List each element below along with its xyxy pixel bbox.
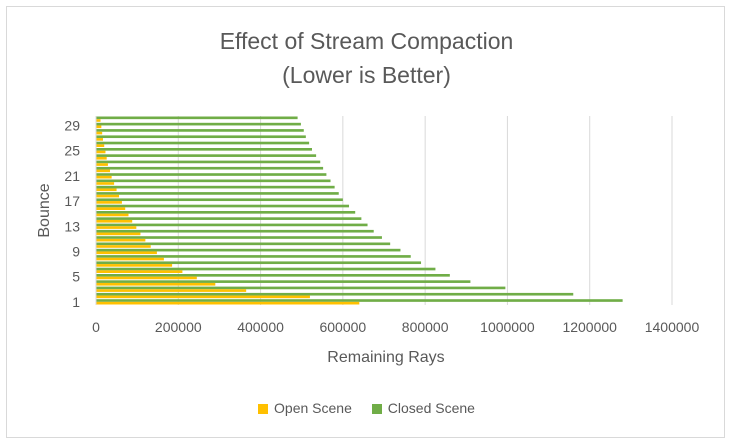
bar-closed-scene-10 [96, 242, 391, 246]
bar-closed-scene-19 [96, 185, 335, 189]
bar-open-scene-27 [96, 138, 103, 141]
bar-closed-scene-2 [96, 292, 574, 296]
bar-open-scene-15 [96, 213, 129, 217]
y-tick-label: 21 [64, 168, 80, 184]
bar-closed-scene-24 [96, 154, 317, 157]
bar-open-scene-25 [96, 150, 106, 154]
bar-open-scene-22 [96, 169, 110, 173]
chart-title: Effect of Stream Compaction [219, 28, 514, 54]
legend-swatch-open-scene [258, 404, 269, 414]
x-tick-label: 1000000 [480, 319, 535, 335]
bar-open-scene-23 [96, 163, 108, 166]
bar-open-scene-8 [96, 257, 164, 261]
bar-closed-scene-21 [96, 173, 327, 176]
y-tick-label: 5 [72, 269, 80, 285]
x-tick-label: 600000 [319, 319, 366, 335]
bar-open-scene-28 [96, 131, 103, 135]
bar-closed-scene-18 [96, 192, 339, 195]
bar-open-scene-1 [96, 301, 360, 305]
bar-open-scene-10 [96, 245, 151, 248]
y-tick-label: 13 [64, 218, 80, 234]
legend-item-closed-scene: Closed Scene [371, 400, 475, 416]
bar-closed-scene-15 [96, 211, 356, 214]
legend-label-open-scene: Open Scene [274, 400, 352, 416]
legend-label-closed-scene: Closed Scene [387, 400, 475, 416]
bar-closed-scene-9 [96, 248, 401, 252]
bar-open-scene-21 [96, 175, 112, 179]
bar-open-scene-18 [96, 194, 120, 198]
x-tick-label: 200000 [155, 319, 202, 335]
bar-open-scene-14 [96, 219, 133, 223]
bar-open-scene-29 [96, 125, 102, 129]
bar-open-scene-7 [96, 264, 173, 267]
legend-item-open-scene: Open Scene [258, 400, 352, 416]
chart-subtitle: (Lower is Better) [282, 62, 451, 88]
bar-open-scene-3 [96, 289, 247, 292]
y-axis-title: Bounce [36, 183, 53, 237]
x-tick-label: 0 [92, 319, 100, 335]
x-tick-label: 400000 [237, 319, 284, 335]
x-tick-label: 800000 [402, 319, 449, 335]
bar-closed-scene-28 [96, 129, 304, 132]
bar-open-scene-16 [96, 207, 126, 210]
bar-open-scene-5 [96, 276, 197, 280]
x-tick-label: 1200000 [562, 319, 617, 335]
bar-open-scene-9 [96, 251, 157, 255]
bar-open-scene-12 [96, 232, 141, 236]
bar-closed-scene-30 [96, 116, 298, 120]
bar-closed-scene-11 [96, 236, 382, 239]
bar-closed-scene-17 [96, 198, 343, 202]
bar-closed-scene-13 [96, 223, 368, 227]
bar-open-scene-24 [96, 156, 107, 160]
bar-closed-scene-29 [96, 122, 301, 126]
bar-closed-scene-12 [96, 229, 374, 233]
bar-closed-scene-27 [96, 135, 306, 139]
y-tick-label: 25 [64, 143, 80, 159]
y-tick-label: 1 [72, 294, 80, 310]
bar-closed-scene-4 [96, 280, 471, 283]
bar-closed-scene-25 [96, 148, 312, 151]
bar-closed-scene-8 [96, 255, 411, 258]
chart-legend: Open Scene Closed Scene [0, 400, 733, 416]
bar-open-scene-6 [96, 270, 183, 273]
bar-closed-scene-23 [96, 160, 321, 164]
bar-closed-scene-26 [96, 141, 310, 145]
bar-closed-scene-3 [96, 286, 506, 290]
bar-open-scene-13 [96, 226, 137, 229]
bar-open-scene-20 [96, 182, 115, 185]
bar-closed-scene-14 [96, 217, 362, 220]
y-tick-label: 17 [64, 193, 80, 209]
bar-closed-scene-6 [96, 267, 436, 271]
bar-open-scene-19 [96, 188, 117, 192]
bar-closed-scene-20 [96, 179, 331, 183]
x-axis-title: Remaining Rays [327, 349, 444, 366]
bar-closed-scene-16 [96, 204, 350, 208]
x-tick-label: 1400000 [645, 319, 700, 335]
y-tick-label: 29 [64, 117, 80, 133]
bar-closed-scene-1 [96, 299, 623, 302]
bar-open-scene-17 [96, 201, 122, 204]
bar-closed-scene-22 [96, 166, 324, 170]
legend-swatch-closed-scene [371, 404, 382, 414]
bar-closed-scene-7 [96, 261, 422, 265]
bar-open-scene-11 [96, 238, 146, 242]
bar-open-scene-26 [96, 144, 105, 147]
bar-open-scene-30 [96, 119, 101, 122]
bar-closed-scene-5 [96, 274, 450, 277]
bar-open-scene-4 [96, 282, 216, 286]
y-tick-label: 9 [72, 243, 80, 259]
bar-open-scene-2 [96, 295, 310, 299]
